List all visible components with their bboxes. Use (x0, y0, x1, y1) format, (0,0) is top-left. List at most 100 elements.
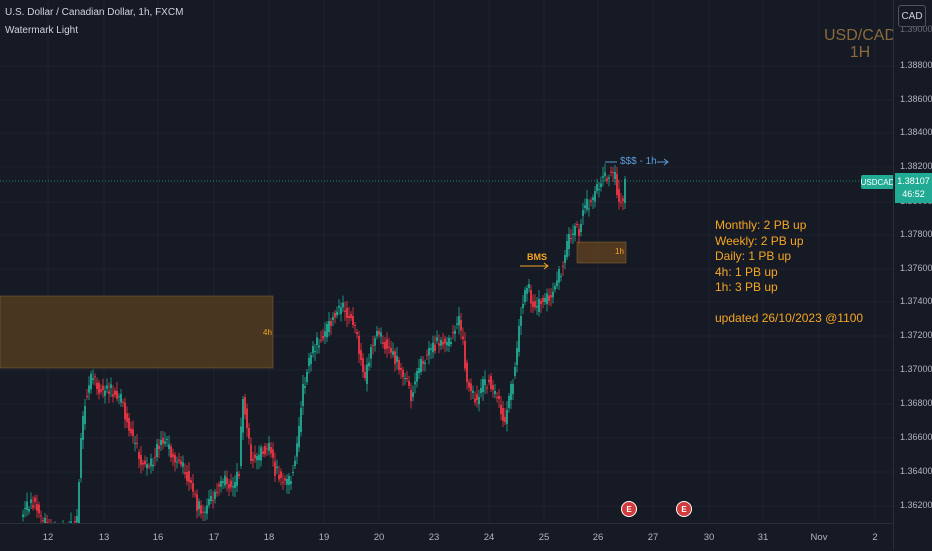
candle-body (328, 321, 330, 332)
watermark-timeframe: 1H (849, 44, 871, 61)
candle-body (364, 372, 366, 378)
candle-body (570, 238, 572, 239)
candle-body (486, 387, 488, 389)
candle-body (354, 325, 356, 326)
candle-body (270, 447, 272, 454)
candle-body (76, 516, 78, 523)
candle-body (534, 301, 536, 308)
candle-body (224, 475, 226, 486)
candle-body (32, 505, 34, 508)
candle-body (432, 342, 434, 353)
candle-body (594, 191, 596, 202)
indicator-label[interactable]: Watermark Light (5, 25, 78, 36)
candle-body (404, 378, 406, 379)
candle-body (414, 381, 416, 385)
candle-body (92, 378, 94, 380)
candle-body (434, 344, 436, 351)
current-price-badge: 1.38107 46:52 (895, 173, 932, 203)
candle-body (134, 443, 136, 444)
candle-body (312, 346, 314, 353)
candle-body (610, 171, 612, 173)
note-daily: Daily: 1 PB up (715, 249, 792, 263)
candle-body (236, 472, 238, 486)
candle-body (220, 481, 222, 487)
candle-body (118, 396, 120, 398)
candle-body (448, 338, 450, 346)
symbol-title[interactable]: U.S. Dollar / Canadian Dollar, 1h, FXCM (5, 7, 184, 18)
candle-body (616, 174, 618, 195)
candle-body (86, 396, 88, 397)
candle-body (622, 198, 624, 201)
candle-body (268, 443, 270, 451)
y-tick: 1.36200 (900, 500, 932, 510)
x-tick: 30 (703, 532, 715, 543)
candle-body (116, 391, 118, 399)
candle-body (358, 336, 360, 354)
y-tick: 1.37400 (900, 296, 932, 306)
candle-body (148, 466, 150, 467)
candle-body (562, 266, 564, 267)
zone-4h (0, 295, 274, 369)
candle-body (238, 474, 240, 476)
candle-body (102, 385, 104, 390)
earnings-flag-icon[interactable]: E (621, 501, 637, 517)
candle-body (376, 331, 378, 337)
earnings-flag-icon[interactable]: E (676, 501, 692, 517)
candle-body (30, 499, 32, 503)
candle-body (294, 460, 296, 466)
candle-body (212, 500, 214, 501)
candle-body (84, 406, 86, 424)
candle-body (154, 456, 156, 458)
candle-body (542, 298, 544, 302)
candle-body (200, 505, 202, 514)
candle-body (442, 342, 444, 345)
current-price: 1.38107 (897, 176, 930, 186)
y-tick: 1.36400 (900, 466, 932, 476)
candle-body (70, 521, 72, 523)
candle-body (260, 447, 262, 461)
y-tick: 1.37200 (900, 330, 932, 340)
chart-canvas[interactable]: U.S. Dollar / Canadian Dollar, 1h, FXCM … (0, 0, 893, 523)
candle-body (544, 298, 546, 302)
candle-body (460, 320, 462, 331)
candle-body (366, 364, 368, 384)
candle-body (484, 379, 486, 385)
candle-body (162, 438, 164, 444)
candle-body (242, 399, 244, 433)
note-4h: 4h: 1 PB up (715, 264, 778, 279)
currency-button[interactable]: CAD (898, 5, 926, 27)
candle-body (180, 461, 182, 465)
candle-body (490, 376, 492, 389)
candle-body (344, 310, 346, 312)
candle-body (330, 321, 332, 326)
candle-body (78, 482, 80, 523)
candle-body (600, 183, 602, 187)
candle-body (614, 172, 616, 179)
time-axis[interactable]: 12 13 16 17 18 19 20 23 24 25 26 27 30 31 Nov 2 (0, 523, 893, 551)
candle-body (420, 359, 422, 372)
candle-body (428, 348, 430, 356)
candle-body (202, 511, 204, 513)
candle-body (222, 481, 224, 483)
sss-arrow-head (663, 158, 669, 166)
candle-body (280, 471, 282, 478)
candle-body (226, 477, 228, 484)
candle-body (398, 360, 400, 370)
candle-body (516, 348, 518, 365)
candle-body (584, 205, 586, 208)
candle-body (352, 316, 354, 325)
candle-body (472, 390, 474, 393)
x-tick: 2 (872, 532, 878, 543)
candle-body (128, 418, 130, 431)
candle-body (36, 504, 38, 511)
candle-body (452, 332, 454, 333)
price-axis[interactable]: 1.39000 1.38800 1.38600 1.38400 1.38200 1.38… (893, 0, 932, 550)
candle-body (240, 426, 242, 466)
x-tick: 23 (428, 532, 440, 543)
candle-body (274, 461, 276, 476)
price-chart[interactable] (0, 0, 893, 523)
candle-body (618, 189, 620, 202)
candle-body (418, 368, 420, 373)
x-tick: 12 (42, 532, 54, 543)
candle-body (440, 340, 442, 346)
